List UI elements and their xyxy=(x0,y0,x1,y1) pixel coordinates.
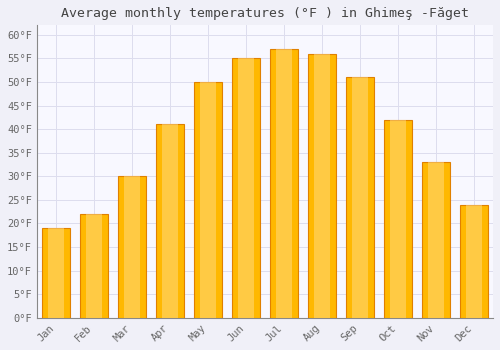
Bar xyxy=(390,120,406,318)
Bar xyxy=(276,49,292,318)
Bar xyxy=(422,162,450,318)
Title: Average monthly temperatures (°F ) in Ghimeş -Făget: Average monthly temperatures (°F ) in Gh… xyxy=(61,7,469,20)
Bar xyxy=(270,49,298,318)
Bar xyxy=(308,54,336,318)
Bar xyxy=(80,214,108,318)
Bar xyxy=(232,58,260,318)
Bar xyxy=(194,82,222,318)
Bar xyxy=(86,214,102,318)
Bar xyxy=(118,176,146,318)
Bar xyxy=(352,77,368,318)
Bar xyxy=(460,205,488,318)
Bar xyxy=(346,77,374,318)
Bar xyxy=(48,228,64,318)
Bar xyxy=(200,82,216,318)
Bar xyxy=(384,120,412,318)
Bar xyxy=(466,205,482,318)
Bar xyxy=(162,124,178,318)
Bar xyxy=(42,228,70,318)
Bar xyxy=(314,54,330,318)
Bar xyxy=(124,176,140,318)
Bar xyxy=(428,162,444,318)
Bar xyxy=(238,58,254,318)
Bar xyxy=(156,124,184,318)
